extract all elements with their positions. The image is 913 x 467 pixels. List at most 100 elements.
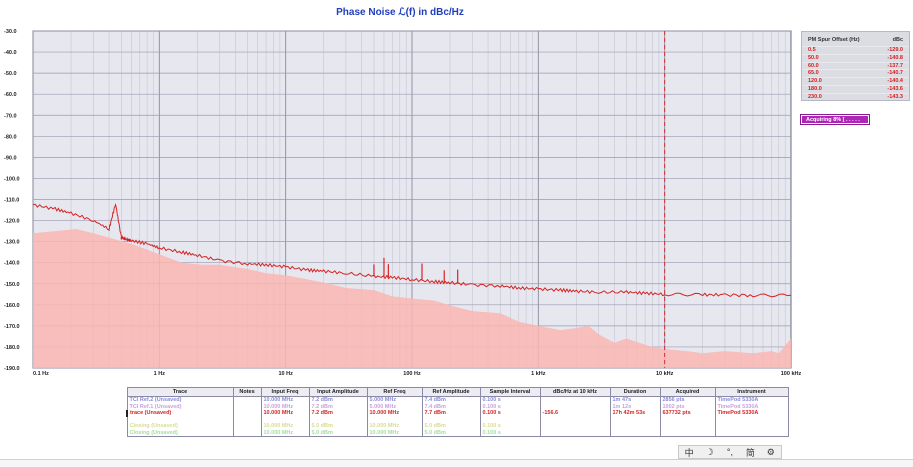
y-tick-label: -150.0	[4, 282, 20, 288]
trace-table-row[interactable]	[126, 416, 789, 423]
trace-table-cell: 5.000 MHz	[366, 396, 423, 404]
trace-table-row[interactable]: trace (Unsaved) 10.000 MHz 7.2 dBm 10.000 M…	[126, 410, 789, 417]
trace-table-header[interactable]: Sample Interval	[479, 387, 541, 397]
spur-dbc-value: -140.7	[887, 70, 903, 77]
trace-table-cell: 5.0 dBm	[308, 429, 368, 437]
trace-table-cell	[659, 429, 716, 437]
trace-table-header[interactable]: Acquired	[659, 387, 716, 397]
trace-table-row[interactable]: Closing (Unsaved) 10.000 MHz 5.0 dBm 10.000…	[126, 429, 789, 437]
trace-table-row[interactable]: TCI Ref.1 (Unsaved) 10.000 MHz 7.2 dBm 5.00…	[126, 403, 789, 410]
y-tick-label: -80.0	[4, 134, 17, 140]
phase-noise-trace-line	[32, 203, 792, 298]
spur-dbc-value: -129.0	[887, 47, 903, 53]
y-tick-label: -160.0	[4, 303, 20, 309]
ime-settings-gear-icon[interactable]: ⚙	[766, 446, 775, 457]
trace-table-row[interactable]: TCI Ref.2 (Unsaved) 10.000 MHz 7.2 dBm 5.00…	[126, 396, 789, 404]
trace-table-cell	[232, 396, 262, 404]
x-tick-label: 10 kHz	[656, 371, 674, 377]
y-tick-label: -70.0	[4, 113, 17, 119]
trace-table-cell: TimePod 5330A	[714, 396, 789, 404]
trace-table: Trace Notes Input Freq Input Amplitude Ref F…	[126, 387, 789, 437]
spur-row[interactable]: 230.0 -143.3	[802, 92, 909, 101]
y-tick-label: -50.0	[4, 71, 17, 77]
trace-table-header[interactable]: Ref Amplitude	[421, 387, 481, 397]
trace-table-cell: 0.100 s	[479, 396, 541, 404]
trace-table-header[interactable]: Input Amplitude	[308, 387, 368, 397]
y-tick-label: -60.0	[4, 92, 17, 98]
trace-table-header[interactable]: Instrument	[714, 387, 789, 397]
trace-table-cell: Closing (Unsaved)	[126, 429, 234, 437]
ime-toolbar[interactable]: 中 ☽ °, 简 ⚙	[678, 445, 782, 459]
trace-table-cell: 2856 pts	[659, 396, 716, 404]
y-tick-label: -110.0	[4, 198, 19, 204]
trace-table-cell	[539, 396, 611, 404]
trace-table-header[interactable]: Ref Freq	[366, 387, 423, 397]
trace-table-header[interactable]: Input Freq	[260, 387, 310, 397]
trace-table-cell	[539, 429, 611, 437]
spur-dbc-value: -140.8	[887, 54, 903, 61]
spur-row[interactable]: 120.0 -140.4	[802, 77, 909, 85]
spur-dbc-header: dBc	[892, 37, 903, 43]
spur-dbc-value: -137.7	[887, 62, 903, 69]
trace-table-cell: 5.0 dBm	[421, 429, 481, 437]
spur-offset-value: 50.0	[808, 54, 819, 61]
spur-dbc-value: -143.6	[887, 85, 903, 92]
trace-table-cell	[609, 429, 661, 437]
spur-offset-value: 230.0	[808, 93, 822, 100]
spur-offset-value: 0.5	[808, 47, 816, 53]
trace-table-row[interactable]: Closing (Unsaved) 10.000 MHz 5.0 dBm 10.000…	[126, 423, 789, 430]
y-tick-label: -140.0	[4, 261, 20, 267]
ime-chinese-mode-icon[interactable]: 中	[684, 447, 694, 458]
trace-table-cell: 7.4 dBm	[421, 396, 481, 404]
x-tick-label: 1 kHz	[531, 371, 546, 377]
y-tick-label: -90.0	[4, 155, 17, 161]
trace-table-cell: 7.2 dBm	[308, 396, 368, 404]
y-tick-label: -100.0	[4, 176, 20, 182]
spur-offset-value: 120.0	[808, 78, 822, 85]
spur-table-header: PM Spur Offset (Hz) dBc	[802, 32, 909, 46]
spur-dbc-value: -140.4	[887, 78, 903, 85]
y-tick-label: -170.0	[4, 324, 20, 330]
trace-table-header[interactable]: Notes	[232, 387, 262, 397]
spur-dbc-value: -143.3	[887, 93, 903, 100]
y-tick-label: -190.0	[4, 366, 20, 372]
trace-table-cell	[232, 429, 262, 437]
x-tick-label: 10 Hz	[278, 371, 293, 377]
trace-table-cell: TCI Ref.2 (Unsaved)	[126, 396, 234, 404]
trace-table-cell: 10.000 MHz	[260, 396, 310, 404]
ime-simplified-icon[interactable]: 简	[745, 447, 755, 458]
spur-row[interactable]: 0.5 -129.0	[802, 46, 909, 54]
ime-moon-icon[interactable]: ☽	[705, 446, 714, 457]
x-tick-label: 100 kHz	[781, 371, 802, 377]
noise-floor-area	[33, 229, 791, 368]
spur-row[interactable]: 50.0 -140.8	[802, 53, 909, 62]
spur-row[interactable]: 180.0 -143.6	[802, 84, 909, 93]
chart-title: Phase Noise ℒ(f) in dBc/Hz	[336, 7, 464, 18]
x-tick-label: 100 Hz	[403, 371, 421, 377]
trace-table-header[interactable]: dBc/Hz at 10 kHz	[539, 387, 611, 397]
spur-row[interactable]: 60.0 -137.7	[802, 61, 909, 70]
y-tick-label: -130.0	[4, 240, 20, 246]
ime-punctuation-icon[interactable]: °,	[726, 447, 734, 457]
trace-table-cell: 10.000 MHz	[260, 429, 310, 437]
trace-table-cell	[714, 416, 789, 423]
y-tick-label: -120.0	[4, 219, 20, 225]
spur-table-panel: PM Spur Offset (Hz) dBc 0.5 -129.0 50.0 -14…	[801, 31, 910, 101]
trace-table-header[interactable]: Duration	[609, 387, 661, 397]
acquisition-status-button[interactable]: Acquiring 8% [ . . . . .	[800, 114, 870, 125]
y-tick-label: -30.0	[4, 29, 17, 35]
spur-offset-value: 180.0	[808, 85, 822, 92]
status-bar	[0, 459, 913, 467]
y-tick-label: -180.0	[4, 345, 20, 351]
spur-row[interactable]: 65.0 -140.7	[802, 69, 909, 77]
x-tick-label: 0.1 Hz	[33, 371, 49, 377]
spur-offset-value: 65.0	[808, 70, 819, 77]
trace-table-header[interactable]: Trace	[126, 387, 234, 397]
y-tick-label: -40.0	[4, 50, 17, 56]
trace-table-cell: 10.000 MHz	[366, 429, 423, 437]
trace-table-cell	[714, 423, 789, 430]
trace-table-cell: 0.100 s	[479, 429, 541, 437]
trace-table-cell: TimePod 5330A	[714, 403, 789, 410]
x-tick-label: 1 Hz	[154, 371, 166, 377]
